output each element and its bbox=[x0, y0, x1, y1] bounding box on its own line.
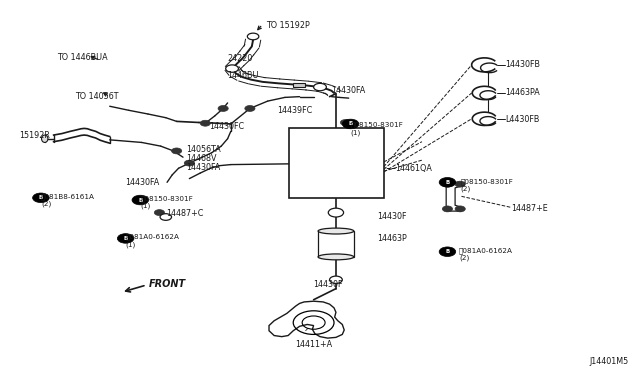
Text: 1446BU: 1446BU bbox=[228, 71, 259, 80]
Circle shape bbox=[33, 193, 49, 203]
Bar bbox=[289, 128, 384, 198]
Polygon shape bbox=[446, 182, 461, 211]
Text: FRONT: FRONT bbox=[149, 279, 186, 289]
Bar bbox=[318, 231, 354, 257]
Text: B: B bbox=[348, 122, 353, 126]
Text: L4430FB: L4430FB bbox=[505, 115, 539, 124]
Text: Ⓑ08150-8301F
(2): Ⓑ08150-8301F (2) bbox=[460, 178, 513, 192]
Text: B: B bbox=[445, 180, 449, 185]
Ellipse shape bbox=[318, 228, 354, 234]
Circle shape bbox=[328, 208, 344, 217]
Text: TO 15192P: TO 15192P bbox=[266, 21, 310, 30]
Circle shape bbox=[442, 206, 452, 212]
Text: Ⓑ081A0-6162A
(1): Ⓑ081A0-6162A (1) bbox=[125, 234, 180, 248]
Circle shape bbox=[117, 234, 134, 243]
Text: 14430FA: 14430FA bbox=[186, 163, 220, 172]
Circle shape bbox=[314, 83, 326, 91]
Text: B: B bbox=[445, 249, 449, 254]
Circle shape bbox=[160, 214, 172, 220]
Text: 14430FB: 14430FB bbox=[505, 60, 540, 70]
Ellipse shape bbox=[318, 254, 354, 260]
Text: Ⓑ08150-8301F
(1): Ⓑ08150-8301F (1) bbox=[351, 122, 403, 136]
Text: 14461QA: 14461QA bbox=[395, 164, 432, 173]
Text: 14430FA: 14430FA bbox=[125, 178, 160, 187]
Text: Ⓑ081B8-6161A
(2): Ⓑ081B8-6161A (2) bbox=[41, 193, 95, 207]
Text: 24220: 24220 bbox=[228, 54, 253, 63]
Text: J14401M5: J14401M5 bbox=[590, 357, 629, 366]
Circle shape bbox=[226, 65, 239, 72]
Circle shape bbox=[455, 181, 465, 187]
Text: 14487+E: 14487+E bbox=[511, 203, 548, 213]
Circle shape bbox=[455, 206, 465, 212]
Circle shape bbox=[442, 181, 452, 187]
Text: B: B bbox=[124, 236, 128, 241]
Text: 14439FC: 14439FC bbox=[276, 106, 312, 115]
Circle shape bbox=[200, 120, 211, 126]
Text: 14430FC: 14430FC bbox=[209, 122, 244, 131]
Circle shape bbox=[439, 177, 456, 187]
Text: 14430FA: 14430FA bbox=[332, 86, 365, 95]
Text: Ⓑ081A0-6162A
(2): Ⓑ081A0-6162A (2) bbox=[459, 247, 513, 262]
Text: 14430F: 14430F bbox=[314, 280, 343, 289]
Text: 14468V: 14468V bbox=[186, 154, 217, 163]
Circle shape bbox=[184, 160, 195, 166]
Text: 14487+C: 14487+C bbox=[166, 209, 203, 218]
Text: TO 1446BUA: TO 1446BUA bbox=[58, 53, 108, 62]
Circle shape bbox=[132, 195, 148, 205]
Ellipse shape bbox=[42, 135, 48, 142]
Text: 14430F: 14430F bbox=[378, 212, 407, 221]
Text: 14463P: 14463P bbox=[378, 234, 407, 243]
Circle shape bbox=[342, 119, 359, 129]
Circle shape bbox=[439, 247, 456, 257]
Text: 14056TA: 14056TA bbox=[186, 145, 221, 154]
Circle shape bbox=[154, 210, 164, 215]
Circle shape bbox=[247, 33, 259, 40]
Text: TO 14056T: TO 14056T bbox=[75, 92, 118, 101]
Text: 14463PA: 14463PA bbox=[505, 89, 540, 97]
Circle shape bbox=[330, 276, 342, 283]
Bar bbox=[293, 83, 305, 87]
Text: 15192R: 15192R bbox=[19, 131, 50, 140]
Text: B: B bbox=[39, 195, 43, 200]
Text: Ⓑ08150-8301F
(1): Ⓑ08150-8301F (1) bbox=[140, 195, 193, 209]
Circle shape bbox=[245, 106, 255, 112]
Text: B: B bbox=[138, 198, 143, 202]
Text: 14411+A: 14411+A bbox=[295, 340, 332, 349]
Circle shape bbox=[340, 119, 351, 125]
Polygon shape bbox=[269, 301, 344, 338]
Circle shape bbox=[218, 106, 228, 112]
Circle shape bbox=[172, 148, 182, 154]
